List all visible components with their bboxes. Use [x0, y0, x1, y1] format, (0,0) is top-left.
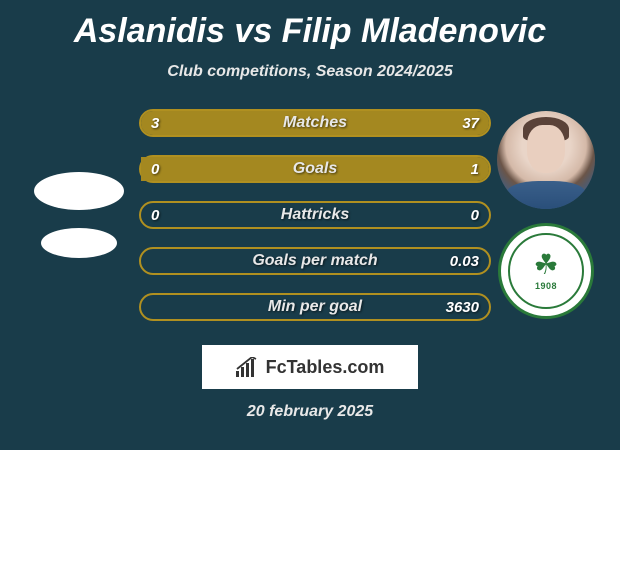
stat-value-left: 0	[151, 207, 159, 224]
stat-label: Goals	[293, 160, 337, 178]
brand-box[interactable]: FcTables.com	[202, 345, 418, 389]
chart-icon	[236, 357, 260, 377]
brand-text: FcTables.com	[266, 357, 385, 378]
stat-value-left: 3	[151, 115, 159, 132]
stat-label: Hattricks	[281, 206, 349, 224]
badge-year: 1908	[535, 281, 557, 291]
stats-column: 3 37 Matches 0 1 Goals 0 0 Hattricks 0.03 Goals pe…	[139, 109, 491, 321]
stat-value-right: 0	[471, 207, 479, 224]
stat-value-right: 0.03	[450, 253, 479, 270]
stat-label: Goals per match	[252, 252, 377, 270]
stat-label: Min per goal	[268, 298, 362, 316]
shamrock-icon: ☘	[533, 251, 558, 279]
player-right-badge: ☘ 1908	[498, 223, 594, 319]
player-left-avatar	[34, 172, 124, 210]
stat-bar: 0.03 Goals per match	[139, 247, 491, 275]
badge-inner: ☘ 1908	[508, 233, 584, 309]
stat-value-right: 37	[462, 115, 479, 132]
player-right-avatar	[497, 111, 595, 209]
subtitle: Club competitions, Season 2024/2025	[0, 63, 620, 81]
stat-bar: 0 0 Hattricks	[139, 201, 491, 229]
player-left-badge	[41, 228, 117, 258]
stat-value-right: 3630	[446, 299, 479, 316]
right-player-col: ☘ 1908	[491, 111, 601, 319]
stat-bar: 3630 Min per goal	[139, 293, 491, 321]
avatar-face	[527, 125, 565, 173]
avatar-shirt	[507, 181, 585, 209]
stat-value-left: 0	[151, 161, 159, 178]
page-title: Aslanidis vs Filip Mladenovic	[0, 0, 620, 51]
stat-value-right: 1	[471, 161, 479, 178]
content-row: 3 37 Matches 0 1 Goals 0 0 Hattricks 0.03 Goals pe…	[0, 109, 620, 321]
stat-label: Matches	[283, 114, 347, 132]
left-player-col	[19, 172, 139, 258]
stat-bar: 3 37 Matches	[139, 109, 491, 137]
comparison-widget: Aslanidis vs Filip Mladenovic Club compe…	[0, 0, 620, 450]
date: 20 february 2025	[0, 403, 620, 421]
stat-bar: 0 1 Goals	[139, 155, 491, 183]
